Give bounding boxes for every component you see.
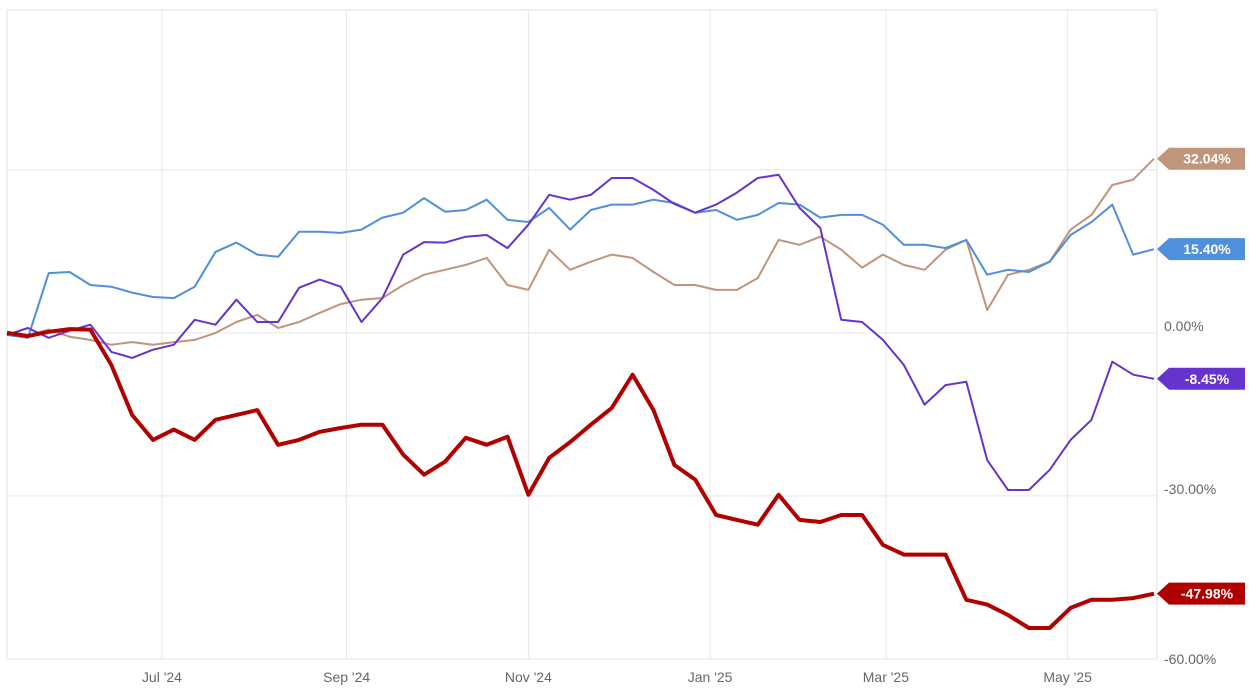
end-label-badge	[1157, 367, 1245, 390]
x-axis-labels: Jul '24 Sep '24 Nov '24 Jan '25 Mar '25 May '…	[142, 669, 1092, 685]
end-label-text: 15.40%	[1183, 241, 1231, 257]
x-tick-label: Jan '25	[688, 669, 733, 685]
end-label-badge	[1157, 238, 1245, 261]
end-label-text: 32.04%	[1183, 151, 1231, 167]
x-tick-label: Mar '25	[863, 669, 909, 685]
series-lines	[6, 157, 1155, 630]
end-label-badge	[1157, 147, 1245, 170]
y-tick-label: 0.00%	[1164, 318, 1204, 334]
plot-frame	[6, 9, 1158, 660]
series-line-0	[6, 157, 1155, 346]
x-tick-label: Sep '24	[323, 669, 370, 685]
x-tick-label: Jul '24	[142, 669, 182, 685]
y-tick-label: -30.00%	[1164, 481, 1216, 497]
series-end-labels: 32.04% 15.40% -8.45% -47.98%	[1157, 147, 1245, 605]
series-line-3	[6, 327, 1155, 630]
series-line-2	[6, 173, 1155, 491]
x-tick-label: May '25	[1043, 669, 1092, 685]
end-label-badge	[1157, 582, 1245, 605]
end-label-text: -8.45%	[1185, 371, 1230, 387]
y-axis-labels: 0.00% -30.00% -60.00%	[1164, 318, 1216, 667]
end-label-text: -47.98%	[1181, 586, 1234, 602]
y-tick-label: -60.00%	[1164, 651, 1216, 667]
series-line-1	[6, 197, 1155, 339]
gridlines	[6, 9, 1158, 660]
x-tick-label: Nov '24	[505, 669, 552, 685]
